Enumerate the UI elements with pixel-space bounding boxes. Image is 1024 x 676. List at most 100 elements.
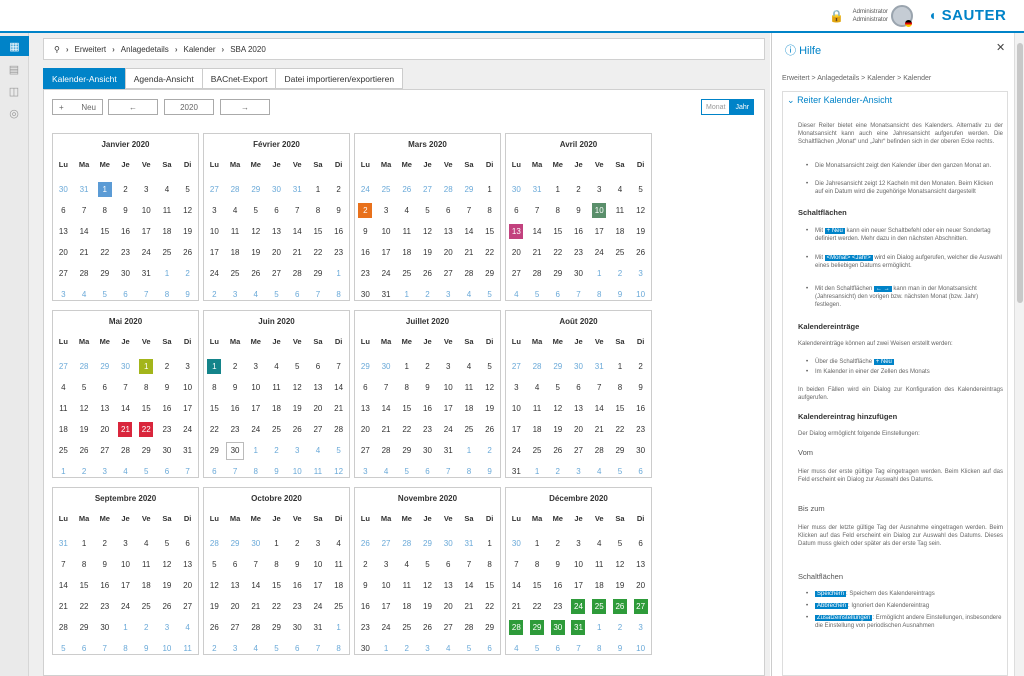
day-cell[interactable]: 31 [568,617,589,638]
day-cell[interactable]: 6 [438,200,459,221]
day-cell[interactable]: 14 [527,221,548,242]
day-cell-outside[interactable]: 1 [53,461,74,482]
day-cell[interactable]: 2 [225,356,246,377]
day-cell[interactable]: 25 [527,440,548,461]
day-cell[interactable]: 8 [479,200,500,221]
day-cell-outside[interactable]: 1 [328,263,349,284]
day-cell[interactable]: 28 [53,617,74,638]
day-cell[interactable]: 18 [53,419,74,440]
day-cell[interactable]: 26 [417,617,438,638]
day-cell-outside[interactable]: 8 [157,284,178,305]
day-cell-outside[interactable]: 3 [287,440,308,461]
day-cell-outside[interactable]: 1 [589,263,610,284]
day-cell[interactable]: 6 [568,377,589,398]
day-cell-outside[interactable]: 27 [417,179,438,200]
day-cell[interactable]: 17 [115,575,136,596]
day-cell-outside[interactable]: 1 [157,263,178,284]
day-cell-outside[interactable]: 29 [417,533,438,554]
day-cell-outside[interactable]: 3 [417,638,438,659]
day-cell[interactable]: 26 [547,440,568,461]
day-cell[interactable]: 6 [53,200,74,221]
day-cell[interactable]: 5 [157,533,178,554]
day-cell[interactable]: 30 [355,638,376,659]
day-cell[interactable]: 12 [479,377,500,398]
day-cell-outside[interactable]: 4 [459,284,480,305]
day-cell[interactable]: 11 [136,554,157,575]
day-cell[interactable]: 14 [589,398,610,419]
day-cell[interactable]: 24 [506,440,527,461]
day-cell[interactable]: 19 [479,398,500,419]
day-cell-outside[interactable]: 6 [115,284,136,305]
month-title[interactable]: Mars 2020 [408,140,447,149]
day-cell[interactable]: 7 [53,554,74,575]
day-cell[interactable]: 15 [479,575,500,596]
day-cell[interactable]: 7 [287,200,308,221]
day-cell-outside[interactable]: 5 [479,284,500,305]
day-cell[interactable]: 28 [245,617,266,638]
month-title[interactable]: Mai 2020 [108,317,143,326]
day-cell[interactable]: 9 [157,377,178,398]
day-cell[interactable]: 5 [547,377,568,398]
day-cell-outside[interactable]: 26 [355,533,376,554]
day-cell[interactable]: 14 [74,221,95,242]
day-cell[interactable]: 16 [94,575,115,596]
day-cell[interactable]: 22 [136,419,157,440]
calendar-icon[interactable]: ▦ [0,36,29,56]
day-cell-outside[interactable]: 6 [417,461,438,482]
day-cell[interactable]: 20 [506,242,527,263]
day-cell[interactable]: 13 [225,575,246,596]
day-cell-outside[interactable]: 27 [204,179,225,200]
day-cell[interactable]: 6 [177,533,198,554]
day-cell[interactable]: 23 [225,419,246,440]
tab-bacnet-export[interactable]: BACnet-Export [201,68,277,89]
month-title[interactable]: Février 2020 [253,140,300,149]
day-cell[interactable]: 12 [417,221,438,242]
day-cell-outside[interactable]: 10 [157,638,178,659]
year-selector-button[interactable]: 2020 [164,99,214,115]
day-cell[interactable]: 26 [417,263,438,284]
day-cell[interactable]: 4 [328,533,349,554]
day-cell[interactable]: 11 [459,377,480,398]
day-cell[interactable]: 6 [438,554,459,575]
day-cell-outside[interactable]: 1 [245,440,266,461]
day-cell[interactable]: 26 [479,419,500,440]
day-cell[interactable]: 28 [459,263,480,284]
day-cell-outside[interactable]: 4 [74,284,95,305]
day-cell[interactable]: 3 [204,200,225,221]
day-cell-outside[interactable]: 6 [479,638,500,659]
day-cell[interactable]: 12 [630,200,651,221]
day-cell[interactable]: 3 [115,533,136,554]
day-cell-outside[interactable]: 1 [396,284,417,305]
day-cell[interactable]: 18 [610,221,631,242]
day-cell[interactable]: 8 [547,200,568,221]
day-cell[interactable]: 15 [547,221,568,242]
day-cell[interactable]: 22 [308,242,329,263]
day-cell[interactable]: 5 [417,200,438,221]
day-cell[interactable]: 29 [547,263,568,284]
day-cell[interactable]: 14 [328,377,349,398]
settings-circle-icon[interactable]: ◎ [9,107,19,120]
day-cell[interactable]: 13 [438,221,459,242]
day-cell-outside[interactable]: 3 [630,617,651,638]
day-cell-outside[interactable]: 29 [94,356,115,377]
day-cell[interactable]: 29 [74,617,95,638]
day-cell-outside[interactable]: 24 [355,179,376,200]
day-cell-outside[interactable]: 4 [438,638,459,659]
day-cell[interactable]: 17 [568,575,589,596]
day-cell-outside[interactable]: 29 [547,356,568,377]
day-cell[interactable]: 25 [53,440,74,461]
day-cell[interactable]: 24 [568,596,589,617]
day-cell[interactable]: 18 [589,575,610,596]
day-cell[interactable]: 14 [459,575,480,596]
day-cell[interactable]: 25 [589,596,610,617]
day-cell-outside[interactable]: 1 [115,617,136,638]
day-cell-outside[interactable]: 2 [547,461,568,482]
day-cell[interactable]: 7 [376,377,397,398]
day-cell-outside[interactable]: 7 [308,638,329,659]
day-cell[interactable]: 10 [568,554,589,575]
day-cell[interactable]: 28 [328,419,349,440]
day-cell[interactable]: 9 [417,377,438,398]
day-cell[interactable]: 16 [287,575,308,596]
day-cell-outside[interactable]: 11 [177,638,198,659]
day-cell-outside[interactable]: 7 [438,461,459,482]
